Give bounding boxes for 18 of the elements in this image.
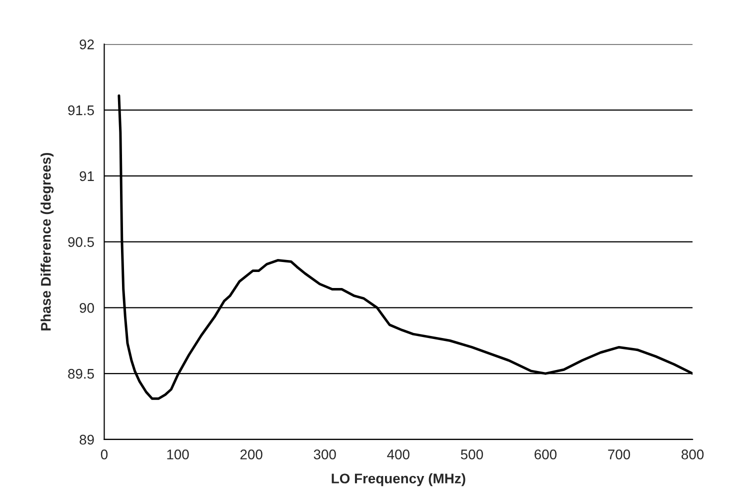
y-tick-label: 90 [80,303,94,313]
y-tick-label: 92 [80,40,94,50]
x-tick-label: 0 [100,450,108,460]
y-axis-title: Phase Difference (degrees) [40,152,54,330]
x-tick-label: 200 [240,450,262,460]
x-tick-label: 400 [387,450,410,460]
x-tick-label: 600 [534,450,557,460]
x-tick-label: 300 [314,450,336,460]
y-tick-label: 91.5 [68,105,94,116]
y-tick-label: 89 [80,434,94,445]
x-tick-label: 500 [460,450,483,460]
x-tick-label: 100 [167,450,189,460]
x-tick-label: 800 [682,450,704,460]
x-axis-title: LO Frequency (MHz) [332,473,466,486]
y-tick-label: 91 [80,171,94,182]
y-tick-label: 90.5 [68,237,94,247]
y-tick-label: 89.5 [68,368,94,379]
x-tick-label: 700 [608,450,630,460]
